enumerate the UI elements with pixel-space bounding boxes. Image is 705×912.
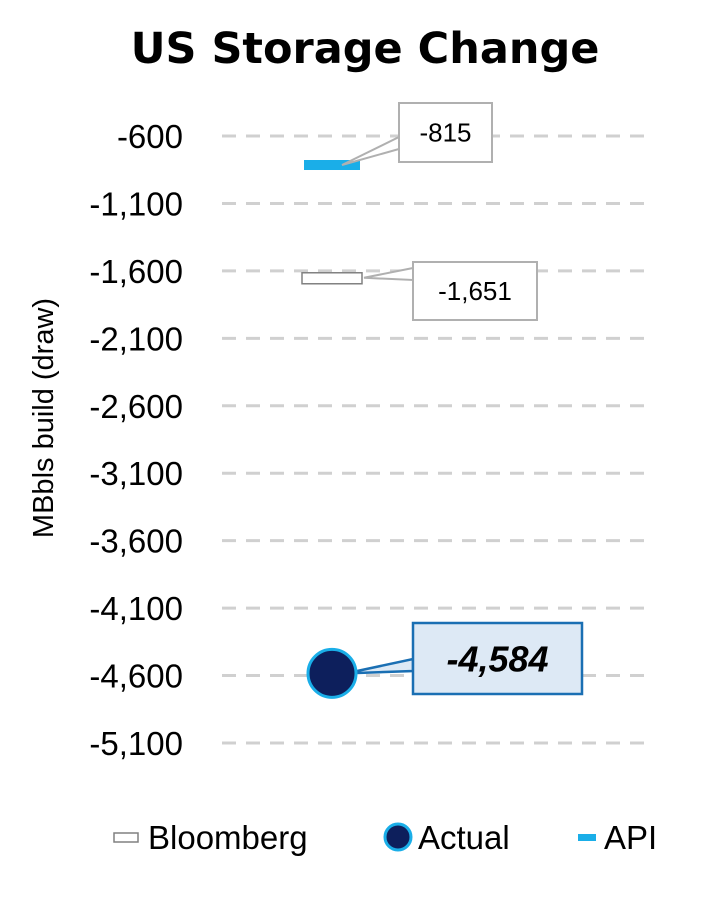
y-tick-label: -1,600 [89,253,183,290]
actual-marker [306,647,358,699]
legend-label-bloomberg: Bloomberg [148,819,308,856]
y-tick-label: -3,600 [89,523,183,560]
bloomberg-data-label: -1,651 [438,276,512,306]
legend-symbol-actual [383,822,413,852]
bloomberg-marker [301,272,363,285]
actual-callout-box [411,621,584,696]
y-tick-label: -600 [117,118,183,155]
api-callout-box [398,102,493,163]
y-tick-label: -3,100 [89,455,183,492]
y-tick-label: -2,600 [89,388,183,425]
legend-label-api: API [604,819,657,856]
actual-data-label: -4,584 [446,639,548,680]
api-marker [304,160,360,171]
y-tick-label: -2,100 [89,320,183,357]
api-data-label: -815 [419,118,471,148]
y-axis-ticks: -600 -1,100 -1,600 -2,100 -2,600 -3,100 -3,600… [89,118,183,762]
api-callout-pointer [341,135,400,166]
y-axis-label: MBbls build (draw) [28,298,60,538]
y-tick-label: -4,100 [89,590,183,627]
legend-symbol-api [578,834,596,841]
chart-title: US Storage Change [131,24,600,74]
y-tick-label: -5,100 [89,725,183,762]
legend: Bloomberg Actual API [113,819,657,856]
data-marks: -815 -1,651 -4,584 [301,102,584,699]
bloomberg-callout-box [412,261,538,321]
y-tick-label: -4,600 [89,658,183,695]
legend-label-actual: Actual [418,819,510,856]
y-tick-label: -1,100 [89,185,183,222]
legend-symbol-bloomberg [113,832,139,843]
